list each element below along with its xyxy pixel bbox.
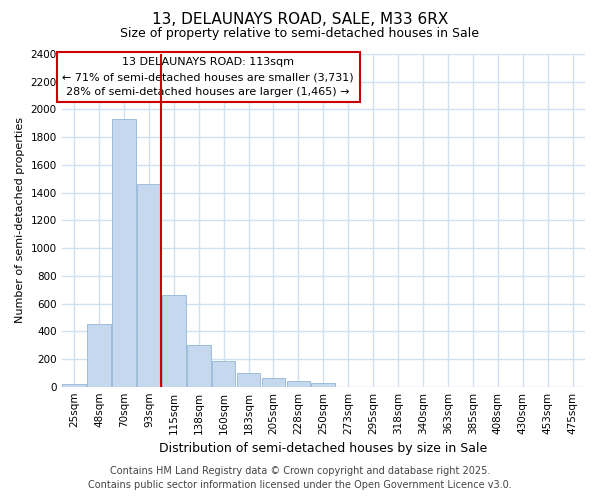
Text: 13 DELAUNAYS ROAD: 113sqm
← 71% of semi-detached houses are smaller (3,731)
28% : 13 DELAUNAYS ROAD: 113sqm ← 71% of semi-… — [62, 58, 354, 97]
Bar — [187, 345, 211, 387]
Bar — [62, 384, 86, 386]
X-axis label: Distribution of semi-detached houses by size in Sale: Distribution of semi-detached houses by … — [159, 442, 487, 455]
Text: Size of property relative to semi-detached houses in Sale: Size of property relative to semi-detach… — [121, 28, 479, 40]
Bar — [137, 184, 161, 386]
Bar — [237, 373, 260, 386]
Text: 13, DELAUNAYS ROAD, SALE, M33 6RX: 13, DELAUNAYS ROAD, SALE, M33 6RX — [152, 12, 448, 28]
Bar — [311, 382, 335, 386]
Bar — [112, 119, 136, 386]
Text: Contains HM Land Registry data © Crown copyright and database right 2025.
Contai: Contains HM Land Registry data © Crown c… — [88, 466, 512, 490]
Bar — [287, 381, 310, 386]
Bar — [262, 378, 286, 386]
Bar — [162, 295, 185, 386]
Bar — [212, 361, 235, 386]
Bar — [87, 324, 111, 386]
Y-axis label: Number of semi-detached properties: Number of semi-detached properties — [15, 118, 25, 324]
